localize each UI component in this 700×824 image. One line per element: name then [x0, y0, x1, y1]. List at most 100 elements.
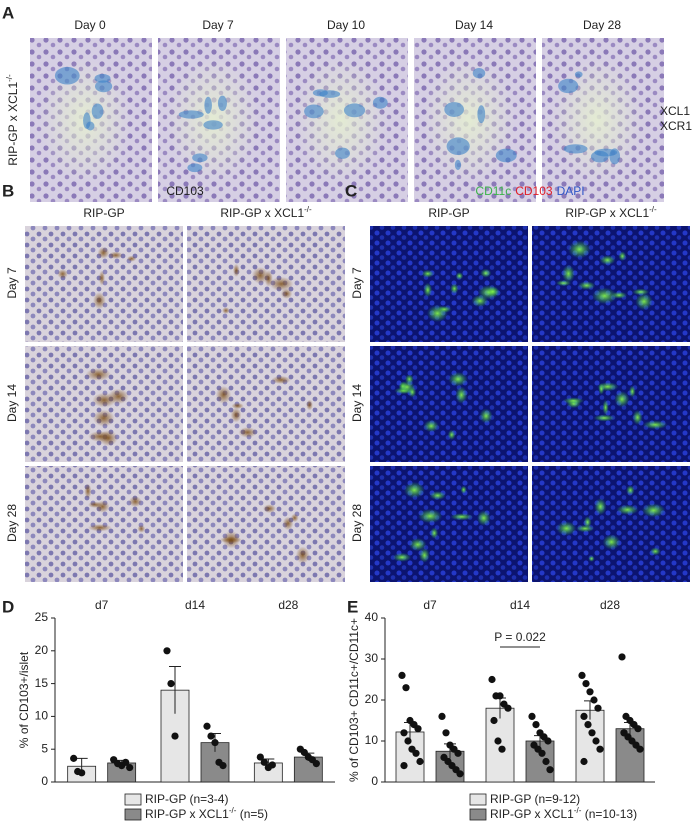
data-point	[70, 754, 78, 762]
data-point	[416, 757, 424, 766]
stain	[448, 371, 468, 387]
stain	[455, 386, 468, 404]
panel-letter: B	[2, 181, 14, 200]
stain	[403, 481, 425, 499]
legend-swatch	[124, 808, 142, 821]
stain	[84, 483, 92, 499]
micrograph-bg	[370, 226, 528, 342]
y-tick-label: 20	[35, 643, 49, 657]
data-point	[494, 737, 502, 745]
group-label: d7	[95, 598, 109, 612]
stain	[282, 516, 294, 531]
stain	[94, 80, 113, 93]
stain	[477, 510, 491, 526]
stain	[404, 374, 414, 385]
data-point	[260, 758, 268, 766]
micrograph	[414, 38, 536, 202]
title-part: DAPI	[557, 184, 585, 198]
stain	[618, 251, 627, 261]
data-point	[634, 725, 642, 733]
legend-label: RIP-GP x XCL1-/- (n=5)	[145, 806, 268, 822]
panel-letter: D	[2, 597, 14, 616]
stain	[187, 163, 203, 173]
stain	[98, 270, 106, 286]
stain	[556, 521, 577, 536]
stain	[217, 95, 227, 111]
group-label: d28	[278, 598, 298, 612]
row-label: RIP-GP x XCL1-/-	[5, 74, 21, 166]
group-label: d14	[185, 598, 205, 612]
column-label: RIP-GP	[428, 206, 469, 220]
stain	[429, 491, 446, 500]
stain	[447, 429, 456, 440]
stain	[304, 104, 324, 119]
micrograph	[25, 466, 183, 582]
stain	[269, 276, 294, 291]
stain	[126, 255, 137, 262]
data-point	[488, 675, 496, 684]
legend-swatch	[469, 808, 487, 821]
micrograph	[25, 226, 183, 342]
stain	[91, 103, 104, 119]
stain	[423, 282, 433, 298]
annotation: P = 0.022	[494, 630, 546, 644]
stain	[137, 524, 146, 533]
y-tick-label: 10	[35, 709, 49, 723]
data-point	[594, 704, 602, 712]
data-point	[312, 760, 320, 768]
y-axis-label: % of CD103+/islet	[17, 651, 31, 748]
micrograph-bg	[187, 466, 345, 582]
stain	[495, 148, 517, 163]
data-point	[412, 749, 420, 757]
micrograph	[542, 38, 664, 202]
data-point	[544, 737, 552, 745]
stain	[562, 397, 584, 405]
stain	[215, 385, 232, 404]
stain	[430, 527, 439, 539]
stain	[222, 530, 241, 549]
bar	[485, 707, 515, 783]
stain	[574, 71, 583, 78]
stain	[460, 485, 467, 494]
data-point	[438, 712, 446, 721]
micrograph-bg	[532, 466, 690, 582]
column-label: RIP-GP x XCL1-/-	[220, 205, 312, 221]
group-label: d14	[510, 598, 530, 612]
column-label: Day 0	[74, 18, 106, 32]
data-point	[618, 653, 626, 661]
stain	[479, 408, 493, 424]
data-point	[532, 721, 540, 729]
stain	[568, 240, 591, 259]
title-part: CD103	[515, 184, 553, 198]
stain	[94, 73, 111, 83]
micrograph	[187, 226, 345, 342]
stain	[238, 427, 257, 438]
stain	[251, 267, 269, 284]
panel-letter: A	[2, 3, 14, 22]
data-point	[268, 761, 276, 769]
stain	[641, 503, 666, 518]
micrograph	[158, 38, 280, 202]
legend-swatch	[469, 793, 487, 806]
panel-letter: E	[347, 597, 358, 616]
data-point	[498, 745, 506, 753]
data-point	[580, 712, 588, 721]
stain	[598, 383, 605, 395]
micrograph	[286, 38, 408, 202]
data-point	[404, 737, 412, 745]
stain	[408, 538, 427, 552]
y-tick-label: 10	[365, 733, 379, 747]
data-point	[402, 684, 410, 692]
data-point	[528, 712, 536, 721]
data-point	[454, 749, 462, 757]
legend-label: RIP-GP (n=3-4)	[145, 792, 228, 806]
stain	[583, 516, 592, 529]
micrograph	[532, 346, 690, 462]
micrograph	[187, 466, 345, 582]
data-point	[542, 757, 550, 766]
column-label: RIP-GP	[83, 206, 124, 220]
data-point	[580, 757, 588, 766]
stain	[632, 410, 643, 425]
stain	[128, 496, 142, 508]
data-point	[588, 729, 596, 737]
